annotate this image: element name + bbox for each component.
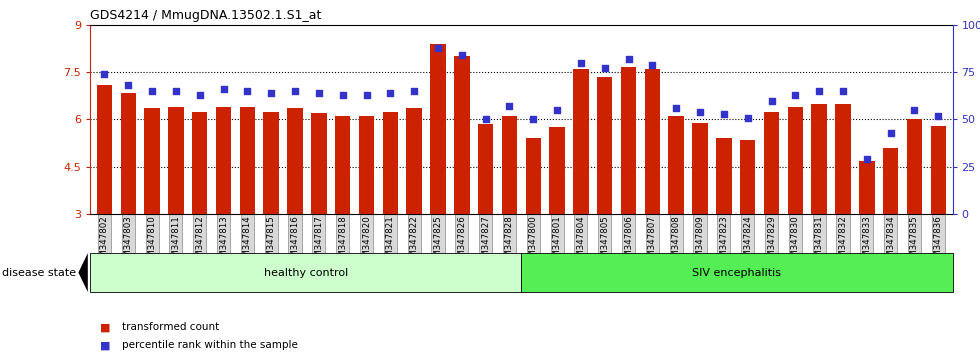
Point <box>668 105 684 111</box>
Bar <box>620 67 636 214</box>
Bar <box>264 112 279 214</box>
Point <box>620 56 636 62</box>
Bar <box>121 93 136 214</box>
Point <box>858 156 874 162</box>
Bar <box>525 138 541 214</box>
Point <box>169 88 184 94</box>
Point <box>97 71 113 77</box>
Bar <box>597 77 612 214</box>
Bar <box>407 108 422 214</box>
Text: transformed count: transformed count <box>122 322 219 332</box>
Point <box>359 92 374 98</box>
Point <box>430 45 446 50</box>
Bar <box>716 138 732 214</box>
Bar <box>835 104 851 214</box>
Bar <box>97 85 112 214</box>
Point <box>239 88 255 94</box>
Point <box>478 116 494 122</box>
Point <box>597 65 612 71</box>
Polygon shape <box>78 253 88 292</box>
Bar <box>311 113 326 214</box>
Point <box>407 88 422 94</box>
Point <box>906 107 922 113</box>
Bar <box>454 56 469 214</box>
Text: GDS4214 / MmugDNA.13502.1.S1_at: GDS4214 / MmugDNA.13502.1.S1_at <box>90 9 321 22</box>
Bar <box>550 127 564 214</box>
Point <box>811 88 827 94</box>
Point <box>930 113 946 119</box>
Bar <box>144 108 160 214</box>
Text: healthy control: healthy control <box>264 268 348 278</box>
Text: percentile rank within the sample: percentile rank within the sample <box>122 340 297 350</box>
Point <box>502 103 517 109</box>
Bar <box>192 112 208 214</box>
Bar <box>359 116 374 214</box>
Text: disease state: disease state <box>2 268 76 278</box>
Bar <box>287 108 303 214</box>
Point <box>311 90 326 96</box>
Point <box>264 90 279 96</box>
Point <box>835 88 851 94</box>
Bar <box>740 140 756 214</box>
Bar <box>788 107 803 214</box>
Point <box>549 107 564 113</box>
Point <box>144 88 160 94</box>
Point <box>216 86 231 92</box>
Bar <box>645 69 661 214</box>
Point <box>192 92 208 98</box>
Bar <box>859 160 874 214</box>
Bar <box>692 122 708 214</box>
Bar <box>478 124 493 214</box>
Bar <box>430 44 446 214</box>
Bar <box>931 126 946 214</box>
Bar <box>906 119 922 214</box>
Bar <box>335 116 351 214</box>
Bar <box>763 112 779 214</box>
Point <box>788 92 804 98</box>
Text: ■: ■ <box>100 340 111 350</box>
Bar <box>883 148 899 214</box>
Point <box>382 90 398 96</box>
Bar <box>502 116 517 214</box>
Point <box>645 62 661 67</box>
Point <box>573 60 589 65</box>
Bar <box>382 112 398 214</box>
Point <box>716 111 732 116</box>
Bar <box>169 107 183 214</box>
Point <box>525 116 541 122</box>
Point <box>740 115 756 120</box>
Text: SIV encephalitis: SIV encephalitis <box>693 268 781 278</box>
Point <box>287 88 303 94</box>
Point <box>763 98 779 103</box>
Point <box>883 130 899 136</box>
Point <box>335 92 351 98</box>
Bar <box>811 104 827 214</box>
Bar <box>240 107 255 214</box>
Point <box>454 52 469 58</box>
Text: ■: ■ <box>100 322 111 332</box>
Point <box>692 109 708 115</box>
Bar <box>573 69 589 214</box>
Bar <box>668 116 684 214</box>
Point <box>121 82 136 88</box>
Bar <box>216 107 231 214</box>
